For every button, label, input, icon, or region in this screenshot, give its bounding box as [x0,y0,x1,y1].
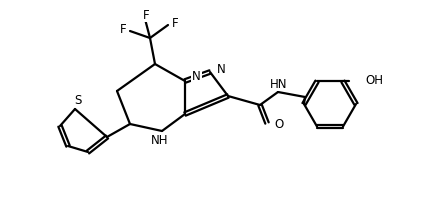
Text: F: F [143,8,149,22]
Text: F: F [120,22,126,36]
Text: S: S [74,93,82,107]
Text: OH: OH [365,74,383,87]
Text: F: F [172,16,178,30]
Text: O: O [274,117,283,131]
Text: N: N [217,63,226,75]
Text: HN: HN [270,77,288,91]
Text: N: N [192,69,201,83]
Text: NH: NH [151,135,169,147]
